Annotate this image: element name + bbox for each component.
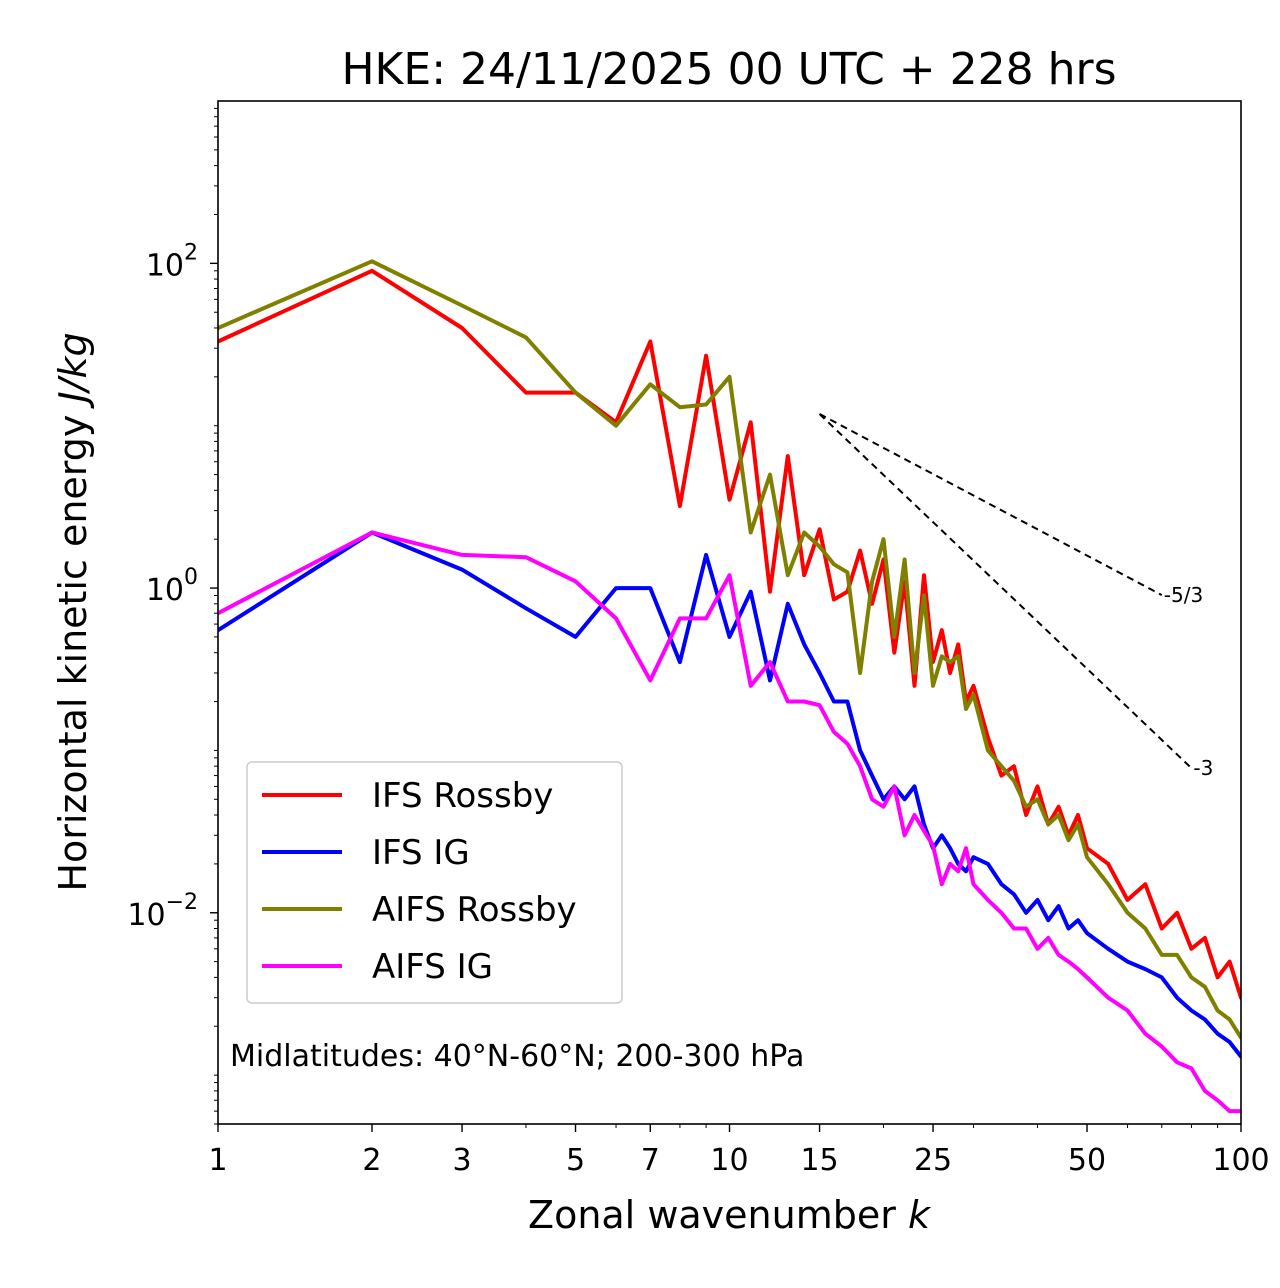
legend: IFS Rossby IFS IG AIFS Rossby AIFS IG — [246, 761, 623, 1004]
x-tick-label-9: 100 — [1212, 1143, 1269, 1178]
x-tick-label-5: 10 — [710, 1143, 748, 1178]
reference-slope-layer: -5/3 -3 — [818, 413, 1213, 780]
series-line-ifs-ig — [218, 530, 1241, 1059]
y-axis-title-text: Horizontal kinetic energy — [51, 415, 95, 892]
x-tick-label-4: 7 — [641, 1143, 660, 1178]
x-tick-label-6: 15 — [800, 1143, 838, 1178]
region-annotation: Midlatitudes: 40°N-60°N; 200-300 hPa — [230, 1039, 804, 1074]
x-tick-label-3: 5 — [566, 1143, 585, 1178]
series-line-aifs-rossby — [218, 259, 1241, 1040]
y-tick-label-1: 100 — [146, 565, 198, 608]
y-axis-title: Horizontal kinetic energy J/kg — [51, 332, 95, 891]
slope-label-0: -5/3 — [1164, 583, 1203, 607]
x-tick-label-7: 25 — [914, 1143, 952, 1178]
tick-layer: 1 2 3 5 7 10 15 25 50 100 102 100 10−2 — [127, 107, 1270, 1178]
series-line-aifs-ig — [218, 530, 1241, 1114]
x-tick-label-1: 2 — [362, 1143, 381, 1178]
series-layer — [218, 259, 1241, 1114]
svg-text:Horizontal kinetic energy: Horizontal kinetic energy J/kg — [51, 332, 95, 891]
legend-box — [246, 761, 623, 1004]
legend-label-3: AIFS IG — [372, 947, 493, 987]
y-axis-units: J/kg — [51, 332, 95, 409]
legend-label-1: IFS IG — [372, 833, 470, 873]
slope-line-1 — [818, 413, 1193, 769]
slope-line-0 — [819, 413, 1163, 596]
legend-label-2: AIFS Rossby — [372, 890, 577, 930]
x-axis-title: Zonal wavenumber k — [528, 1193, 932, 1237]
legend-label-0: IFS Rossby — [372, 776, 553, 816]
chart-title: HKE: 24/11/2025 00 UTC + 228 hrs — [341, 44, 1116, 95]
x-tick-label-0: 1 — [208, 1143, 227, 1178]
x-tick-label-8: 50 — [1068, 1143, 1106, 1178]
plot-frame — [217, 100, 1242, 1125]
x-tick-label-2: 3 — [453, 1143, 472, 1178]
series-line-ifs-rossby — [218, 268, 1241, 1000]
y-tick-label-0: 102 — [146, 240, 198, 283]
slope-label-1: -3 — [1193, 756, 1213, 780]
y-tick-label-2: 10−2 — [127, 890, 198, 933]
x-axis-title-text: Zonal wavenumber — [528, 1193, 896, 1237]
x-axis-variable: k — [908, 1193, 932, 1237]
svg-text:Zonal wavenumber: Zonal wavenumber k — [528, 1193, 932, 1237]
